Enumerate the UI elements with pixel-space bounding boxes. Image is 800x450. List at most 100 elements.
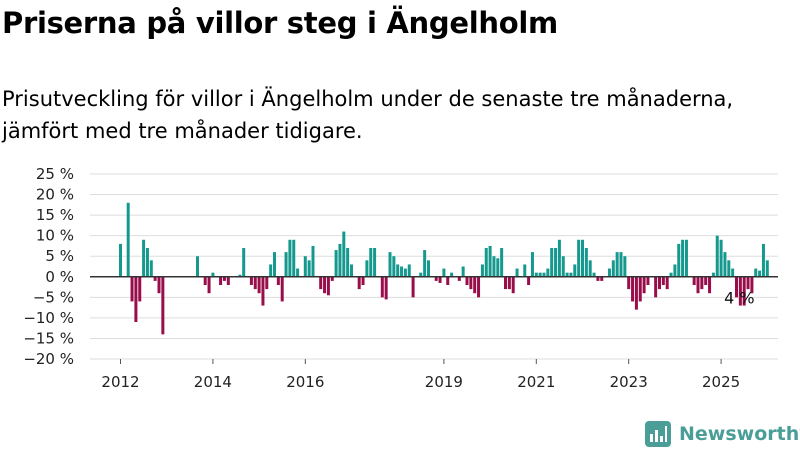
bar — [542, 272, 546, 277]
bar — [661, 276, 665, 285]
bar — [411, 276, 415, 298]
bar — [457, 276, 461, 281]
bar — [615, 252, 619, 277]
bar — [550, 248, 554, 277]
bar — [149, 260, 153, 277]
bar — [138, 276, 142, 302]
bar — [292, 239, 296, 277]
x-tick-label: 2025 — [702, 373, 740, 391]
bar — [527, 276, 531, 285]
bar — [515, 268, 519, 277]
bar — [700, 276, 704, 290]
bar — [119, 243, 122, 277]
bar — [222, 276, 226, 281]
bar — [488, 245, 492, 277]
bar — [696, 276, 700, 294]
bar — [500, 248, 504, 277]
y-tick-label: 5 % — [45, 247, 74, 265]
bar — [253, 276, 257, 290]
bar — [477, 276, 481, 298]
bar — [592, 272, 596, 277]
bar — [142, 239, 146, 277]
bar — [677, 243, 681, 277]
bar — [646, 276, 650, 285]
brand-logo[interactable]: Newsworthy — [645, 421, 800, 447]
bar — [619, 252, 623, 277]
bar — [265, 276, 269, 290]
bar — [126, 202, 130, 277]
bar — [607, 268, 611, 277]
y-tick-label: 15 % — [36, 206, 74, 224]
bar — [711, 272, 715, 277]
bar — [708, 276, 712, 294]
bar — [280, 276, 284, 302]
bar — [692, 276, 696, 285]
bar — [446, 276, 450, 285]
bar — [427, 260, 430, 277]
bar — [357, 276, 361, 290]
bar — [758, 270, 762, 277]
bar — [507, 276, 511, 290]
bar — [400, 266, 404, 277]
bar — [350, 264, 353, 277]
bar — [746, 276, 750, 290]
bar — [242, 248, 246, 277]
bar — [196, 256, 199, 277]
bar — [323, 276, 327, 294]
bar — [273, 252, 276, 277]
bar — [600, 276, 604, 281]
bar — [654, 276, 658, 298]
bar — [492, 256, 496, 277]
bar — [269, 264, 273, 277]
bar — [611, 260, 615, 277]
bar — [673, 264, 677, 277]
bar — [153, 276, 157, 281]
bar — [480, 264, 484, 277]
bar — [438, 276, 442, 283]
bar — [742, 276, 746, 306]
bar — [346, 248, 350, 277]
bar — [523, 264, 527, 277]
bar — [538, 272, 542, 277]
bar — [284, 252, 288, 277]
bar — [658, 276, 661, 290]
bar — [596, 276, 600, 281]
bar — [577, 239, 581, 277]
bar — [249, 276, 253, 285]
x-tick-label: 2014 — [194, 373, 232, 391]
bar — [554, 248, 558, 277]
bar — [511, 276, 515, 294]
bar — [403, 268, 407, 277]
y-tick-label: 0 % — [45, 268, 74, 286]
bar — [557, 239, 561, 277]
bar — [373, 248, 377, 277]
bar — [303, 256, 307, 277]
bar — [581, 239, 584, 277]
bar — [450, 272, 454, 277]
bar — [219, 276, 223, 285]
bar — [365, 260, 369, 277]
bar — [623, 256, 627, 277]
bar — [473, 276, 477, 294]
bar — [631, 276, 635, 302]
bar — [388, 252, 392, 277]
bar — [226, 276, 230, 285]
y-tick-label: −15 % — [23, 329, 74, 347]
bar — [442, 268, 446, 277]
bar — [384, 276, 388, 300]
bar — [565, 272, 569, 277]
bar — [296, 268, 300, 277]
bar — [642, 276, 646, 294]
bar — [731, 268, 735, 277]
bar — [134, 276, 138, 322]
bar — [573, 264, 577, 277]
y-tick-label: −10 % — [23, 309, 74, 327]
bar — [392, 256, 396, 277]
y-tick-label: −5 % — [33, 288, 74, 306]
bar — [627, 276, 631, 290]
x-tick-label: 2019 — [425, 373, 463, 391]
bar — [723, 252, 727, 277]
bar — [727, 260, 731, 277]
y-tick-label: 10 % — [36, 227, 74, 245]
newsworthy-logo-icon — [645, 421, 671, 447]
